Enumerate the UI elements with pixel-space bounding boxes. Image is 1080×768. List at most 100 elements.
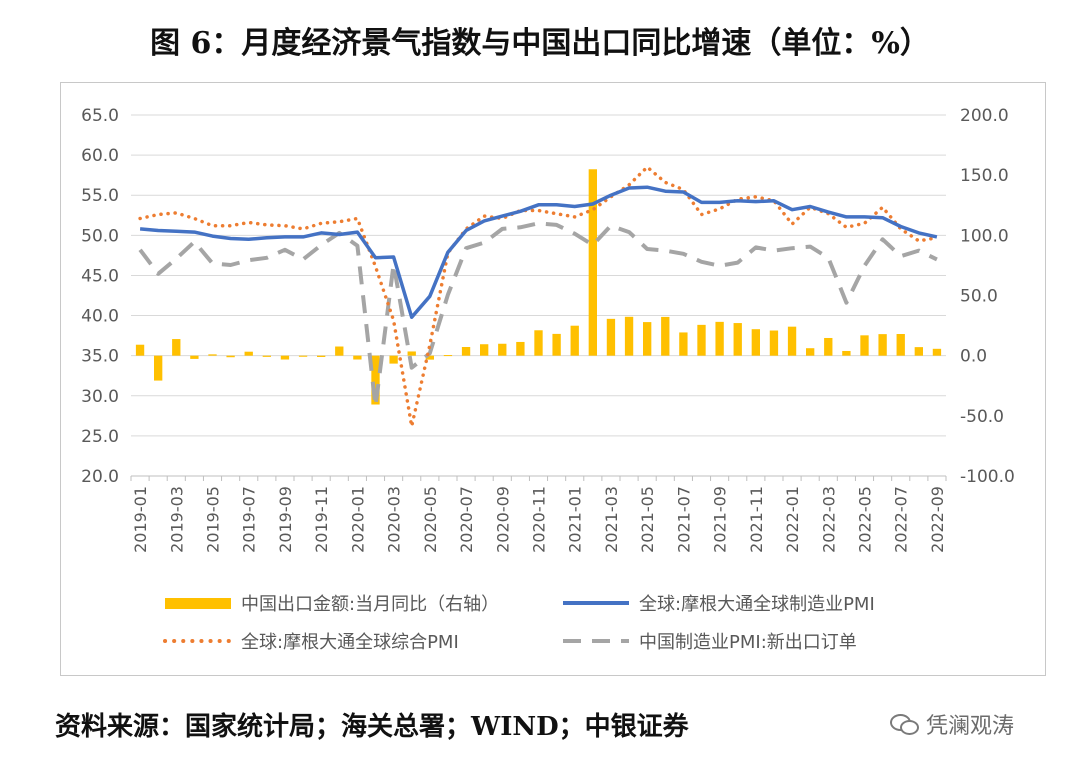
chart-title: 图 6：月度经济景气指数与中国出口同比增速（单位：%） [150,26,930,61]
y-left-tick-label: 65.0 [81,106,119,126]
watermark: 凭澜观涛 [890,708,1014,740]
export-bar [480,344,489,356]
y-left-tick-label: 40.0 [81,307,119,327]
export-bar [570,325,579,356]
export-bar [842,350,851,356]
export-bar [425,355,434,360]
export-bar [407,351,416,356]
export-bar [461,347,471,356]
x-tick-label: 2021-07 [674,486,693,553]
x-tick-label: 2020-09 [493,486,512,553]
y-right-tick-label: -100.0 [960,467,1015,487]
y-right-tick-label: -50.0 [960,407,1004,427]
export-bar [624,316,634,356]
export-bar [208,354,217,356]
export-bar [244,351,253,356]
wechat-icon [890,712,920,736]
export-bar [661,316,670,356]
export-bar [298,355,308,357]
x-tick-label: 2020-05 [421,486,440,553]
y-left-tick-label: 50.0 [81,226,119,246]
export-bar [715,321,724,356]
legend-composite-pmi-label: 全球:摩根大通全球综合PMI [241,632,459,653]
export-bar [353,355,362,360]
x-tick-label: 2019-09 [276,486,295,553]
export-bar [606,318,616,356]
x-tick-label: 2021-05 [638,486,657,553]
export-bar [534,330,543,356]
x-tick-label: 2022-07 [892,486,911,553]
x-tick-label: 2021-09 [711,486,730,553]
y-right-tick-label: 150.0 [960,166,1009,186]
new-export-orders-line [138,221,938,409]
y-left-tick-label: 20.0 [81,467,119,487]
export-bar [154,355,163,381]
export-bar [552,333,561,356]
x-tick-label: 2020-03 [385,486,404,553]
export-bar [516,341,525,356]
legend-export-bar-label: 中国出口金额:当月同比（右轴） [241,594,499,615]
export-bar [389,355,398,364]
export-bar [371,355,380,405]
y-left-tick-label: 25.0 [81,427,119,447]
export-bar [443,355,453,357]
export-bar [806,348,815,356]
export-bar [679,332,688,356]
export-bar [335,346,344,356]
x-tick-label: 2019-05 [204,486,223,553]
legend-export-bar-swatch [165,598,231,609]
export-bar [733,323,742,356]
y-right-tick-label: 100.0 [960,226,1009,246]
export-bar [498,343,507,356]
x-tick-label: 2020-01 [348,486,367,553]
x-tick-label: 2022-09 [928,486,947,553]
x-tick-label: 2019-11 [312,486,331,553]
export-bar [860,335,869,356]
export-bar [317,355,326,357]
x-tick-label: 2022-03 [819,486,838,553]
export-bar [896,334,905,356]
x-tick-label: 2021-03 [602,486,621,553]
x-tick-label: 2019-07 [240,486,259,553]
export-bar [643,322,652,356]
export-bar [588,169,597,356]
y-right-tick-label: 0.0 [960,347,987,367]
x-tick-label: 2021-01 [566,486,585,553]
export-bar [190,355,199,359]
x-tick-label: 2022-01 [783,486,802,553]
export-bar [769,330,779,356]
export-bar [824,337,833,356]
mfg-pmi-line [139,185,938,319]
y-left-tick-label: 30.0 [81,387,119,407]
export-bar [172,339,181,356]
x-tick-label: 2022-05 [856,486,875,553]
y-right-tick-label: 50.0 [960,287,998,307]
source-note: 资料来源：国家统计局；海关总署；WIND；中银证券 [55,712,689,742]
x-tick-label: 2019-01 [131,486,150,553]
export-bar [697,324,706,356]
y-left-tick-label: 35.0 [81,347,119,367]
watermark-text: 凭澜观涛 [926,714,1015,739]
export-bar [932,348,942,356]
x-tick-label: 2020-07 [457,486,476,553]
legend-new-export-orders-label: 中国制造业PMI:新出口订单 [639,632,857,653]
chart-frame [60,82,1046,676]
export-bar [914,347,923,356]
y-left-tick-label: 55.0 [81,186,119,206]
x-tick-label: 2019-03 [167,486,186,553]
export-bar [135,344,145,356]
y-right-tick-label: 200.0 [960,106,1009,126]
composite-pmi-line [138,165,939,429]
y-left-tick-label: 60.0 [81,146,119,166]
export-bar [280,355,290,360]
export-bar [751,329,760,356]
y-left-tick-label: 45.0 [81,266,119,286]
x-tick-label: 2020-11 [530,486,549,553]
x-tick-label: 2021-11 [747,486,766,553]
export-bar [878,334,887,356]
export-bar [226,355,235,358]
export-bar [787,326,797,356]
legend-mfg-pmi-label: 全球:摩根大通全球制造业PMI [639,594,875,615]
export-bar [262,355,271,357]
